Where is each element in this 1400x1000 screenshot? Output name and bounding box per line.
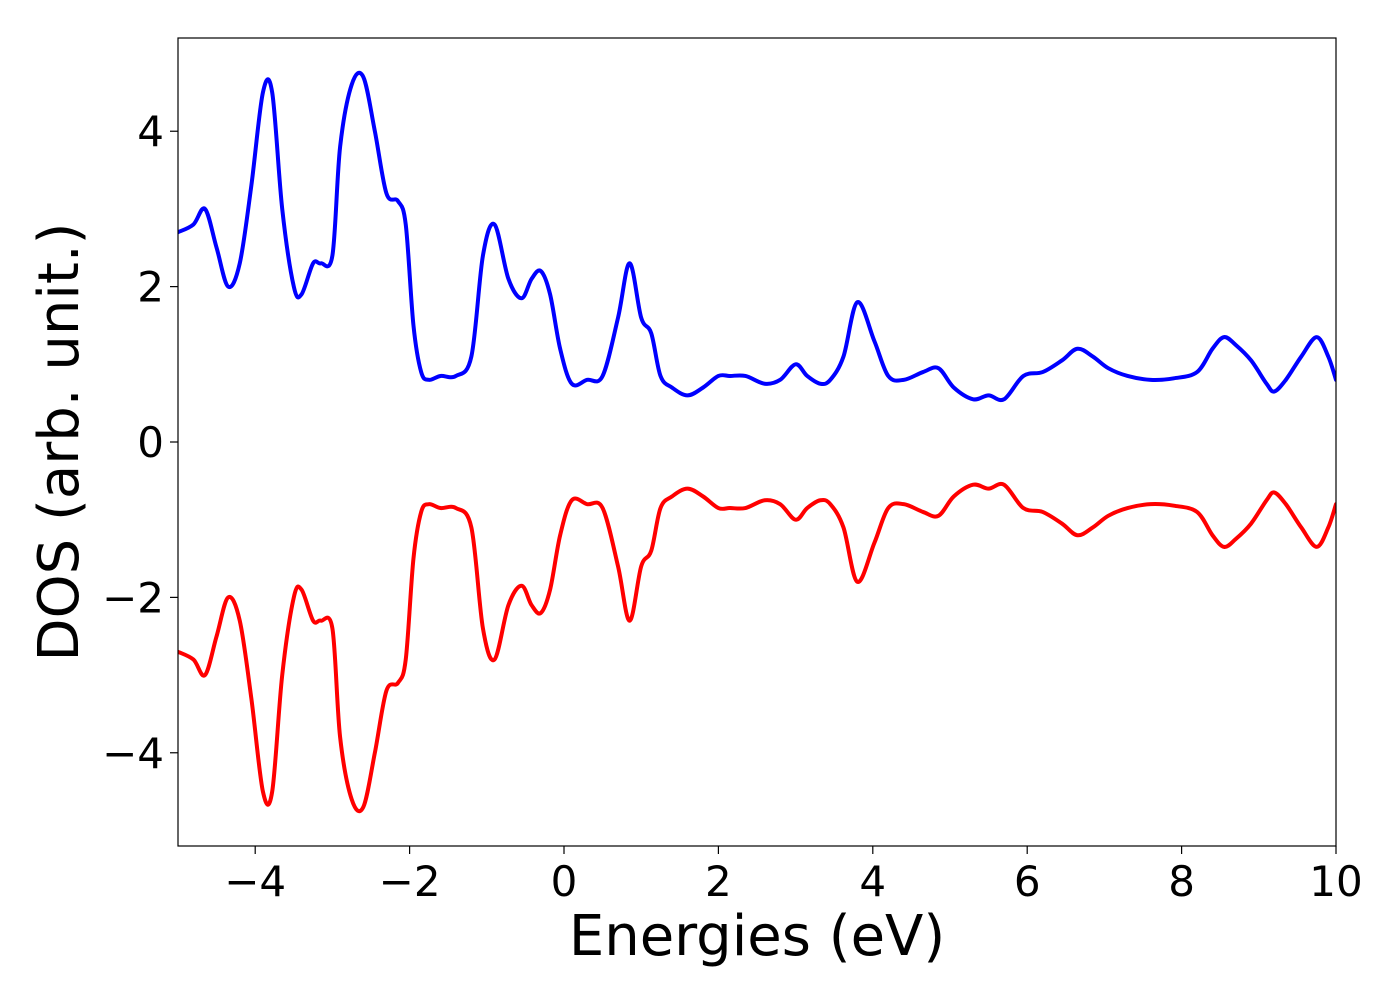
y-tick-label: −4 <box>102 729 164 778</box>
x-tick-label: 2 <box>705 857 732 906</box>
y-tick-label: 0 <box>137 418 164 467</box>
x-tick-label: 8 <box>1168 857 1195 906</box>
series-layer <box>178 70 1336 814</box>
x-tick-label: 10 <box>1309 857 1362 906</box>
y-tick-label: 4 <box>137 107 164 156</box>
x-tick-label: −4 <box>224 857 286 906</box>
x-axis-label: Energies (eV) <box>569 904 945 969</box>
y-tick-label: −2 <box>102 573 164 622</box>
dos-series-line-blue <box>178 70 1336 403</box>
y-axis-label: DOS (arb. unit.) <box>27 222 92 661</box>
x-axis-ticks: −4 −2 0 2 4 6 8 10 <box>224 846 1363 906</box>
dos-series-line-red <box>178 481 1336 814</box>
x-tick-label: 0 <box>551 857 578 906</box>
x-tick-label: 4 <box>859 857 886 906</box>
y-axis-ticks: −4 −2 0 2 4 <box>102 107 178 778</box>
x-tick-label: −2 <box>379 857 441 906</box>
y-tick-label: 2 <box>137 263 164 312</box>
plot-frame <box>177 37 1337 847</box>
x-tick-label: 6 <box>1014 857 1041 906</box>
